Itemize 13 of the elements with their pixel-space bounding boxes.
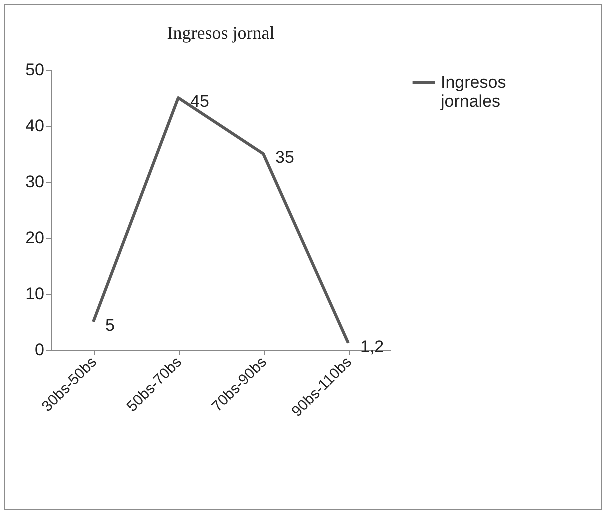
y-tick-label: 30: [26, 172, 44, 192]
y-tick-label: 50: [26, 60, 44, 80]
data-label: 5: [106, 316, 115, 335]
legend-label: Ingresos jornales: [440, 73, 506, 111]
y-tick-label: 0: [35, 340, 44, 360]
y-tick-label: 20: [26, 228, 44, 248]
data-label: 45: [190, 92, 210, 111]
data-label: 35: [276, 148, 294, 167]
y-tick-label: 40: [26, 116, 44, 136]
line-series: [92, 96, 350, 345]
chart-title: Ingresos jornal: [167, 23, 275, 43]
data-label: 1,2: [360, 337, 384, 356]
y-tick-label: 10: [26, 284, 44, 304]
